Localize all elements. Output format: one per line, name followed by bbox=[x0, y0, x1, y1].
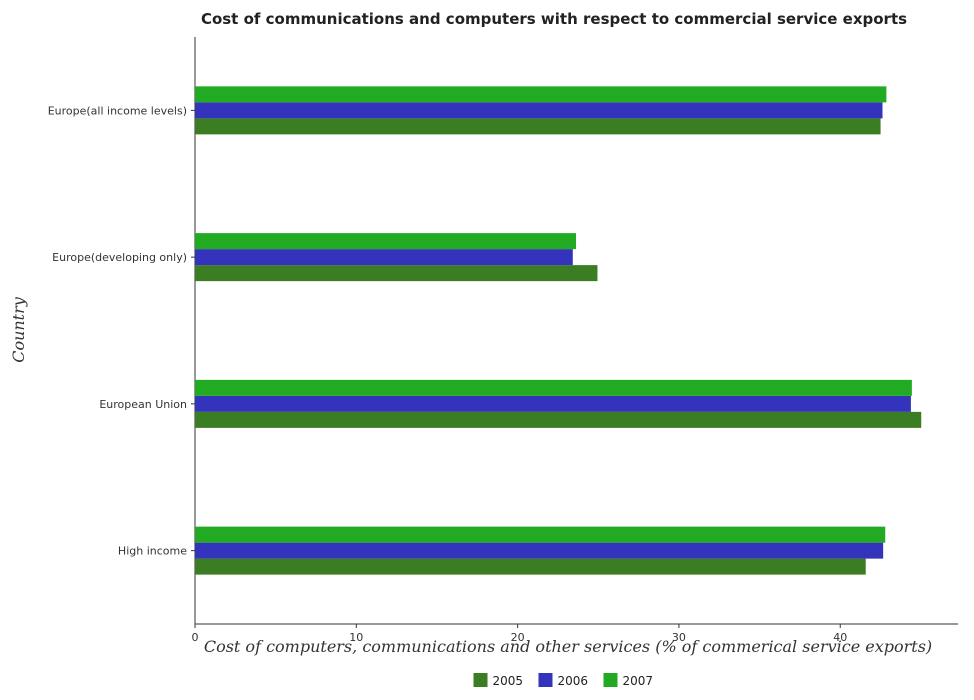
bar-2005-1 bbox=[195, 118, 881, 135]
legend-label-2005: 2005 bbox=[493, 674, 524, 688]
legend-swatch-2007 bbox=[603, 673, 618, 687]
plot-area bbox=[194, 37, 958, 625]
bar-2005-2 bbox=[195, 265, 598, 282]
legend-label-2006: 2006 bbox=[558, 674, 589, 688]
bar-2005-3 bbox=[195, 411, 922, 428]
bar-2006-4 bbox=[195, 542, 884, 559]
bar-2006-2 bbox=[195, 249, 573, 266]
y-tick-label: Europe(developing only) bbox=[52, 251, 187, 264]
bar-2007-2 bbox=[195, 233, 577, 250]
x-tick-labels: 0 10 20 30 40 bbox=[192, 624, 847, 644]
x-tick-label: 0 bbox=[192, 631, 199, 644]
legend-swatch-2005 bbox=[473, 673, 488, 687]
bar-2005-4 bbox=[195, 558, 866, 575]
x-tick-label: 30 bbox=[672, 631, 686, 644]
bars-group bbox=[195, 86, 922, 575]
x-tick-label: 40 bbox=[833, 631, 847, 644]
legend-label-2007: 2007 bbox=[623, 674, 654, 688]
y-tick-label: Europe(all income levels) bbox=[48, 104, 187, 117]
x-tick-label: 10 bbox=[349, 631, 363, 644]
x-axis-label: Cost of computers, communications and ot… bbox=[204, 637, 932, 656]
y-tick-labels: Europe(all income levels) Europe(developi… bbox=[48, 104, 195, 558]
y-axis-label: Country bbox=[9, 296, 28, 363]
bar-2007-1 bbox=[195, 86, 887, 103]
y-tick-label: High income bbox=[118, 545, 187, 558]
x-tick-label: 20 bbox=[511, 631, 525, 644]
bar-2007-3 bbox=[195, 379, 912, 396]
legend: 2005 2006 2007 bbox=[473, 673, 654, 688]
bar-2006-1 bbox=[195, 102, 883, 119]
bar-2006-3 bbox=[195, 395, 911, 412]
legend-swatch-2006 bbox=[538, 673, 553, 687]
y-tick-label: European Union bbox=[99, 398, 187, 411]
bar-2007-4 bbox=[195, 526, 886, 543]
chart-title: Cost of communications and computers wit… bbox=[201, 10, 907, 28]
